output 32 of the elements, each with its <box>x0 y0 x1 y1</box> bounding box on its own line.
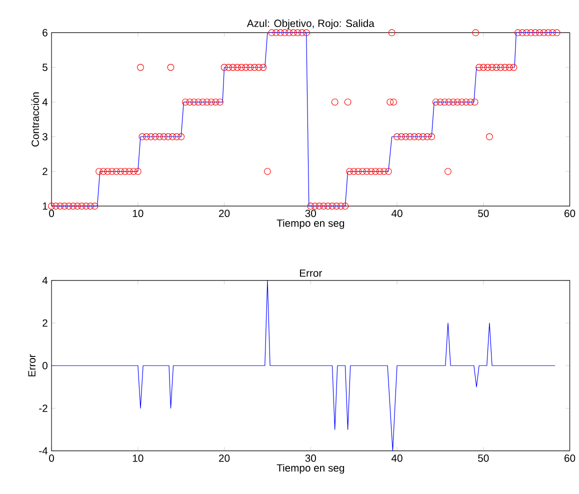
y-tick-label: 2 <box>42 319 48 326</box>
line-series <box>51 280 556 451</box>
x-tick-label: 40 <box>391 210 402 217</box>
x-tick-label: 20 <box>219 210 230 217</box>
x-tick-label: 30 <box>305 210 316 217</box>
y-tick-label: 0 <box>42 362 48 370</box>
y-tick-label: 3 <box>42 132 48 140</box>
x-tick-label: 50 <box>478 210 489 217</box>
x-tick-label: 0 <box>49 454 54 462</box>
y-tick-label: 2 <box>42 168 48 175</box>
x-tick-label: 20 <box>219 454 230 462</box>
x-tick-label: 60 <box>564 454 576 462</box>
y-tick-label: 5 <box>42 64 48 71</box>
x-tick-label: 50 <box>478 454 489 462</box>
y-tick-label: -2 <box>39 404 48 412</box>
x-tick-label: 60 <box>564 210 576 217</box>
x-axis-title: Tiempo en seg <box>276 219 344 229</box>
x-tick-label: 10 <box>132 210 144 217</box>
y-axis-title: Error <box>28 354 36 376</box>
y-tick-label: 1 <box>42 202 48 210</box>
y-axis-title: Contracción <box>31 92 39 146</box>
y-tick-label: 4 <box>42 98 48 106</box>
chart-title: Error <box>300 269 322 277</box>
chart-title: Azul: Objetivo, Rojo: Salida <box>246 19 374 29</box>
x-tick-label: 10 <box>132 454 144 462</box>
x-tick-label: 40 <box>391 454 402 462</box>
x-axis-title: Tiempo en seg <box>276 464 344 474</box>
y-tick-label: 6 <box>42 28 48 36</box>
y-tick-label: 4 <box>42 276 48 284</box>
x-tick-label: 30 <box>305 454 316 462</box>
y-tick-label: -4 <box>39 447 48 454</box>
x-tick-label: 0 <box>49 210 54 217</box>
